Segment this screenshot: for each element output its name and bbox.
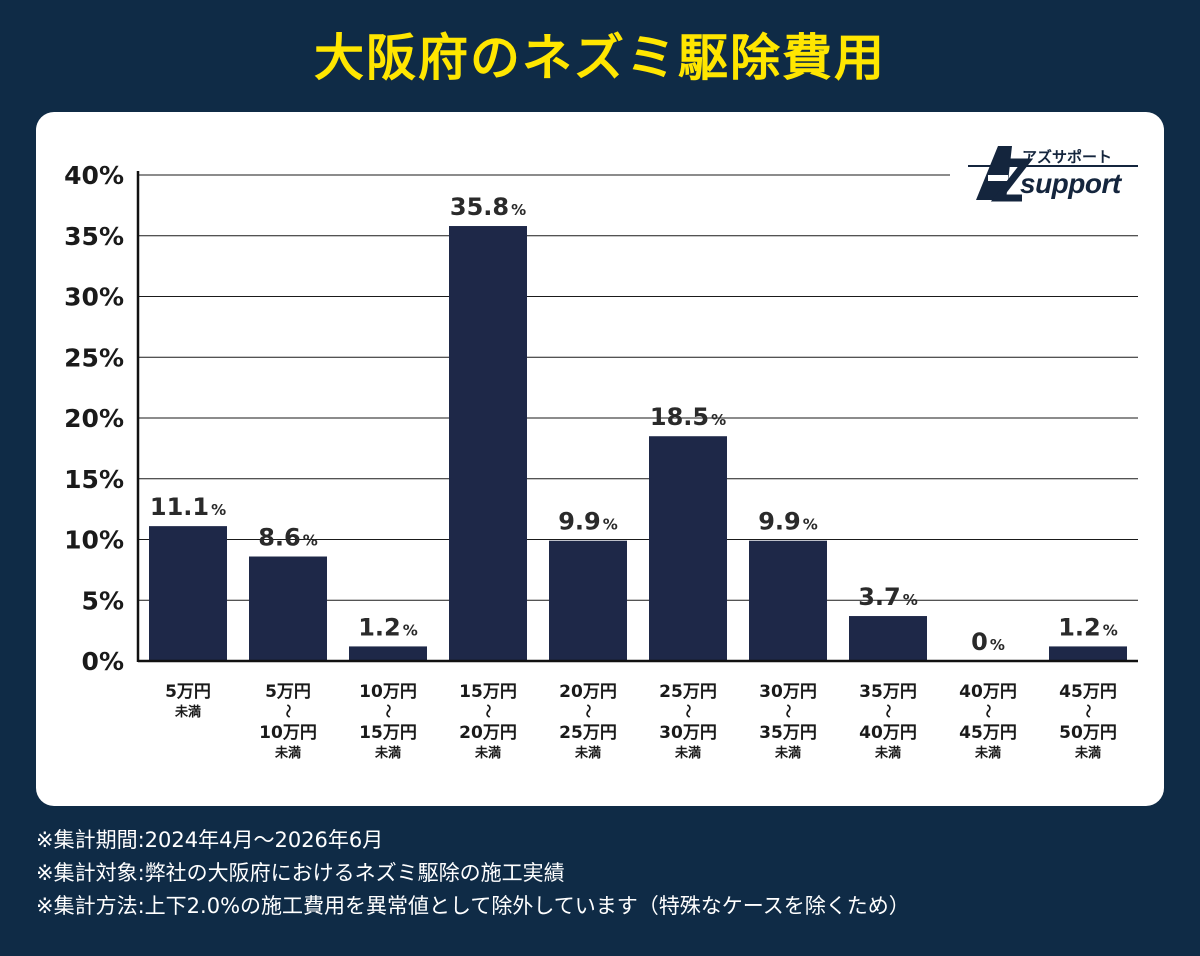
x-tick-label: 25万円 — [559, 723, 617, 743]
data-label: 1.2% — [1058, 613, 1118, 641]
data-label: 11.1% — [150, 493, 226, 521]
x-tick-suffix: 未満 — [174, 704, 201, 720]
data-label: 9.9% — [558, 508, 618, 536]
x-tick-label: 5万円 — [265, 682, 311, 702]
footnote-method: ※集計方法:上下2.0%の施工費用を異常値として除外しています（特殊なケースを除… — [36, 894, 910, 918]
x-tick-suffix: 未満 — [774, 745, 801, 761]
bar — [149, 526, 227, 661]
x-tick-label: 〜 — [379, 704, 395, 718]
bar — [1049, 646, 1127, 661]
x-tick-label: 〜 — [879, 704, 895, 718]
x-tick-suffix: 未満 — [1074, 745, 1101, 761]
x-tick-suffix: 未満 — [274, 745, 301, 761]
y-tick-label: 30% — [64, 283, 124, 312]
y-tick-label: 10% — [64, 526, 124, 555]
x-tick-label: 20万円 — [459, 723, 517, 743]
x-tick-label: 30万円 — [759, 682, 817, 702]
bar — [549, 540, 627, 661]
y-tick-label: 5% — [82, 586, 124, 615]
y-tick-label: 20% — [64, 404, 124, 433]
data-label: 1.2% — [358, 613, 418, 641]
x-tick-label: 35万円 — [859, 682, 917, 702]
bar — [649, 436, 727, 661]
x-tick-suffix: 未満 — [374, 745, 401, 761]
bar — [449, 226, 527, 661]
x-tick-label: 〜 — [679, 704, 695, 718]
y-tick-label: 25% — [64, 343, 124, 372]
chart-panel — [36, 112, 1164, 806]
data-label: 35.8% — [450, 193, 526, 221]
x-tick-label: 20万円 — [559, 682, 617, 702]
x-tick-label: 40万円 — [959, 682, 1017, 702]
x-tick-label: 40万円 — [859, 723, 917, 743]
x-tick-suffix: 未満 — [974, 745, 1001, 761]
x-tick-label: 50万円 — [1059, 723, 1117, 743]
footnotes: ※集計期間:2024年4月〜2026年6月 ※集計対象:弊社の大阪府におけるネズ… — [36, 824, 910, 923]
y-tick-label: 0% — [82, 647, 124, 676]
x-tick-label: 〜 — [479, 704, 495, 718]
footnote-target: ※集計対象:弊社の大阪府におけるネズミ駆除の施工実績 — [36, 861, 565, 885]
x-tick-label: 30万円 — [659, 723, 717, 743]
x-tick-label: 25万円 — [659, 682, 717, 702]
x-tick-suffix: 未満 — [674, 745, 701, 761]
logo-text-jp: アズサポート — [1022, 148, 1113, 166]
x-tick-suffix: 未満 — [574, 745, 601, 761]
x-tick-label: 10万円 — [259, 723, 317, 743]
logo-text-en: support — [1020, 168, 1121, 199]
y-tick-label: 35% — [64, 222, 124, 251]
data-label: 9.9% — [758, 508, 818, 536]
x-tick-suffix: 未満 — [874, 745, 901, 761]
x-tick-label: 15万円 — [459, 682, 517, 702]
x-tick-label: 〜 — [1079, 704, 1095, 718]
x-tick-label: 〜 — [579, 704, 595, 718]
x-tick-label: 15万円 — [359, 723, 417, 743]
x-tick-label: 〜 — [279, 704, 295, 718]
page-title: 大阪府のネズミ駆除費用 — [314, 29, 886, 87]
x-tick-label: 5万円 — [165, 682, 211, 702]
az-logo-icon — [968, 146, 1138, 202]
x-tick-suffix: 未満 — [474, 745, 501, 761]
x-tick-label: 〜 — [779, 704, 795, 718]
data-label: 8.6% — [258, 524, 318, 552]
x-tick-label: 10万円 — [359, 682, 417, 702]
data-label: 3.7% — [858, 583, 918, 611]
y-tick-label: 15% — [64, 465, 124, 494]
bar — [849, 616, 927, 661]
bar — [749, 540, 827, 661]
x-tick-label: 45万円 — [959, 723, 1017, 743]
data-label: 18.5% — [650, 403, 726, 431]
footnote-period: ※集計期間:2024年4月〜2026年6月 — [36, 828, 384, 852]
bar — [249, 556, 327, 661]
x-tick-label: 〜 — [979, 704, 995, 718]
y-tick-label: 40% — [64, 161, 124, 190]
data-label: 0% — [971, 628, 1005, 656]
x-tick-label: 35万円 — [759, 723, 817, 743]
x-tick-label: 45万円 — [1059, 682, 1117, 702]
bar — [349, 646, 427, 661]
